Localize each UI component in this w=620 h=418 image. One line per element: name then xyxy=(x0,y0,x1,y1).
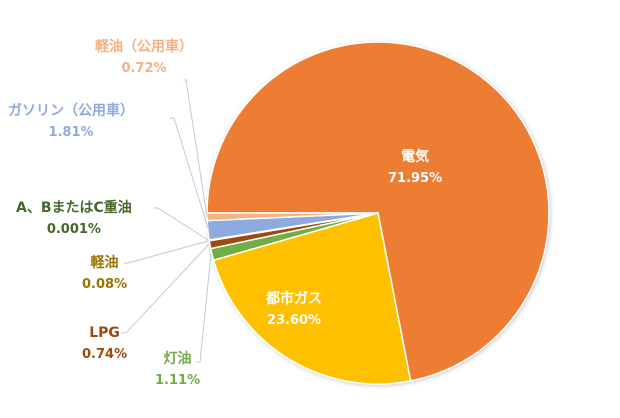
label-toshigas-pct: 23.60% xyxy=(266,313,322,328)
label-keiyu: 軽油 0.08% xyxy=(82,256,127,291)
label-gasoline-pct: 1.81% xyxy=(48,125,94,140)
label-keiyu-name: 軽油 xyxy=(90,255,119,271)
label-touyu: 灯油 1.11% xyxy=(155,352,200,387)
label-lpg-name: LPG xyxy=(89,325,120,341)
label-keiyu-kouyou-pct: 0.72% xyxy=(121,61,167,76)
label-gasoline: ガソリン（公用車） 1.81% xyxy=(8,104,134,139)
leader-touyu xyxy=(196,253,212,363)
leader-juyu xyxy=(154,207,209,241)
leader-lines xyxy=(121,79,212,363)
label-juyu-pct: 0.001% xyxy=(46,222,101,237)
label-gasoline-name: ガソリン（公用車） xyxy=(8,103,134,119)
label-denki-pct: 71.95% xyxy=(388,171,443,186)
label-denki-name: 電気 xyxy=(401,149,430,165)
label-keiyu-kouyou-name: 軽油（公用車） xyxy=(95,39,193,55)
leader-keiyu xyxy=(124,240,209,264)
label-touyu-name: 灯油 xyxy=(163,351,192,367)
label-keiyu-pct: 0.08% xyxy=(82,277,128,292)
leader-keiyu-kouyou xyxy=(183,79,208,218)
label-keiyu-kouyou: 軽油（公用車） 0.72% xyxy=(95,40,193,75)
leader-gasoline xyxy=(170,117,209,229)
label-toshigas-name: 都市ガス xyxy=(266,291,322,307)
label-touyu-pct: 1.11% xyxy=(155,373,201,388)
label-juyu-name: A、BまたはC重油 xyxy=(16,200,132,216)
slice-toshigas[interactable] xyxy=(212,212,412,385)
label-juyu: A、BまたはC重油 0.001% xyxy=(16,201,132,236)
label-lpg: LPG 0.74% xyxy=(82,326,127,361)
slice-denki[interactable] xyxy=(206,41,550,382)
leader-lpg xyxy=(121,243,210,334)
label-toshigas: 都市ガス 23.60% xyxy=(266,292,322,327)
label-lpg-pct: 0.74% xyxy=(82,347,128,362)
label-denki: 電気 71.95% xyxy=(388,150,442,185)
